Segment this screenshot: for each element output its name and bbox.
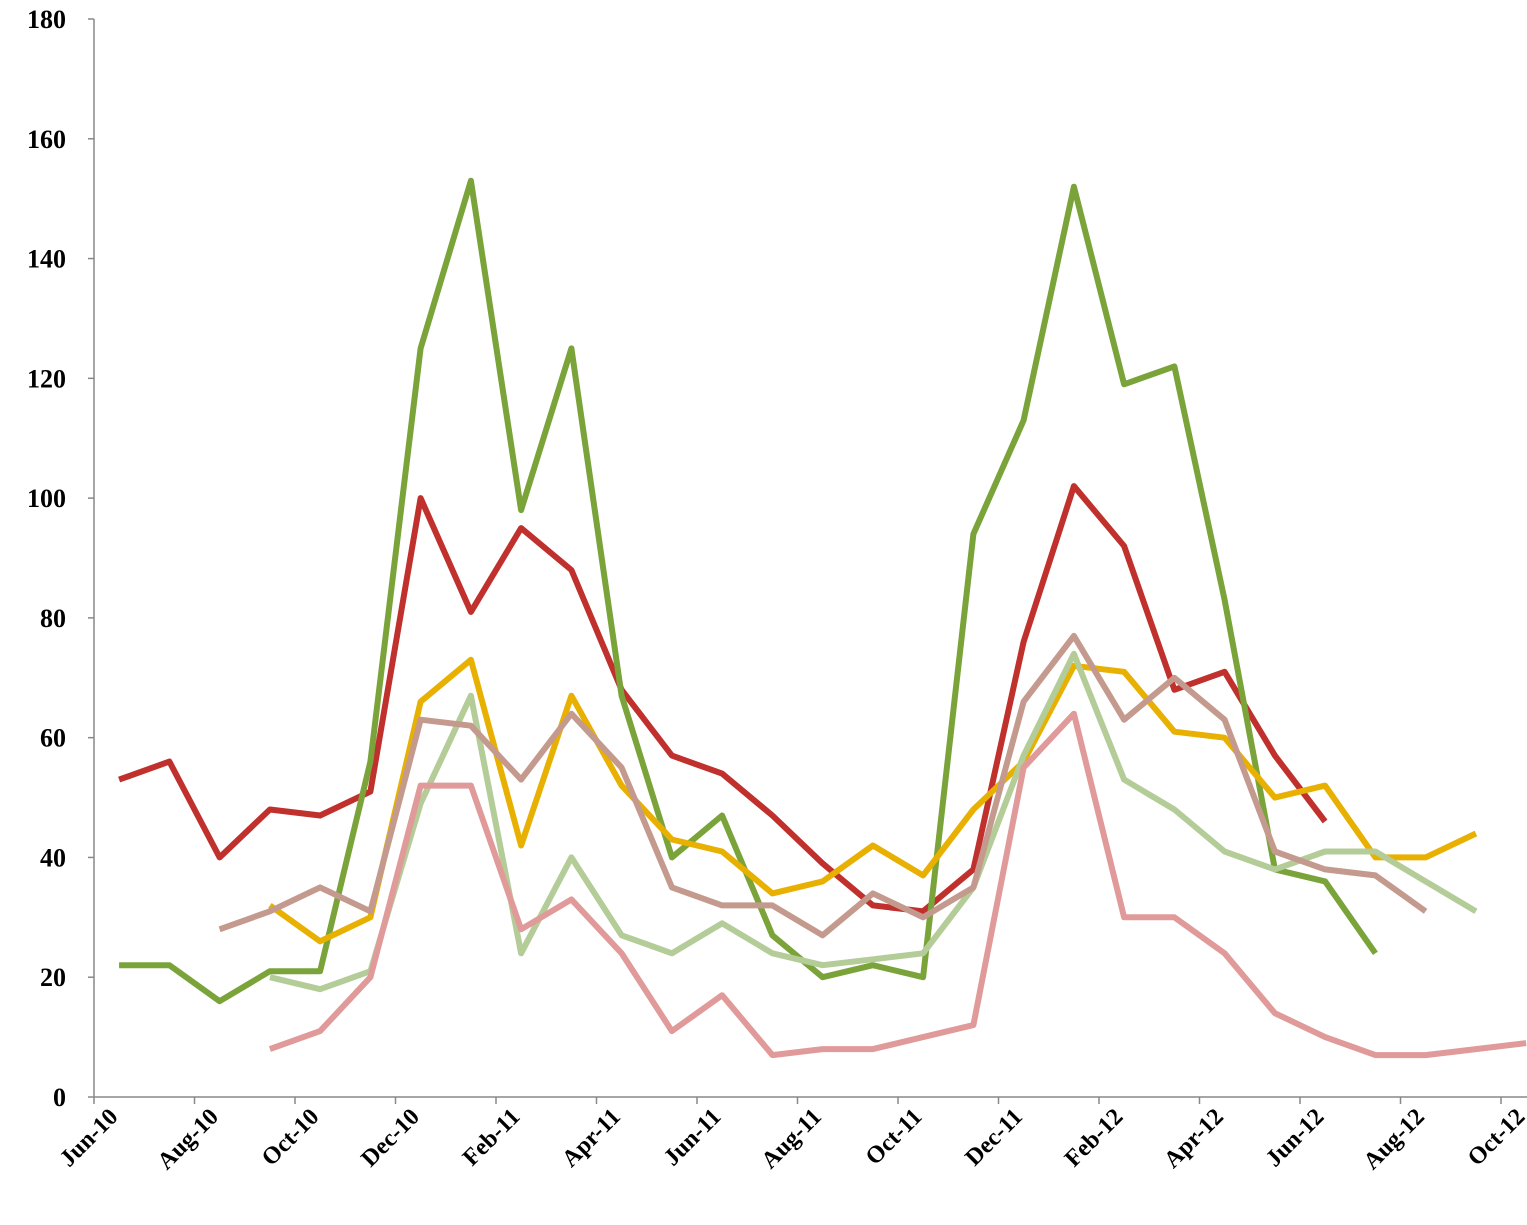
x-tick-label: Jun-10 — [55, 1104, 123, 1172]
x-tick-label: Apr-11 — [557, 1104, 626, 1173]
series-line — [268, 710, 1527, 1059]
y-tick-label: 160 — [27, 125, 66, 154]
x-tick-label: Oct-11 — [861, 1104, 927, 1170]
series-line — [268, 656, 1478, 945]
x-tick-label: Dec-10 — [357, 1104, 425, 1172]
series-line — [218, 632, 1428, 939]
y-tick-label: 20 — [40, 963, 66, 992]
y-tick-label: 180 — [27, 5, 66, 34]
y-tick-label: 60 — [40, 724, 66, 753]
x-tick-label: Oct-12 — [1463, 1104, 1527, 1171]
x-tick-label: Jun-12 — [1261, 1104, 1329, 1172]
series-line — [119, 177, 1378, 1005]
x-tick-label: Aug-11 — [757, 1104, 827, 1174]
series-line — [118, 483, 1328, 915]
y-tick-label: 80 — [40, 604, 66, 633]
x-tick-label: Jun-11 — [659, 1104, 726, 1171]
x-tick-label: Aug-10 — [153, 1104, 224, 1175]
x-tick-label: Oct-10 — [257, 1104, 324, 1171]
x-tick-label: Feb-11 — [458, 1104, 525, 1171]
x-tick-label: Apr-12 — [1159, 1104, 1229, 1174]
y-tick-label: 40 — [40, 843, 66, 872]
y-tick-label: 0 — [53, 1083, 66, 1112]
y-tick-label: 100 — [27, 484, 66, 513]
y-tick-label: 140 — [27, 245, 66, 274]
x-tick-label: Feb-12 — [1060, 1104, 1128, 1172]
x-tick-label: Dec-11 — [960, 1104, 1027, 1171]
y-tick-label: 120 — [27, 364, 66, 393]
x-tick-label: Aug-12 — [1359, 1104, 1430, 1175]
series-line — [269, 650, 1478, 993]
